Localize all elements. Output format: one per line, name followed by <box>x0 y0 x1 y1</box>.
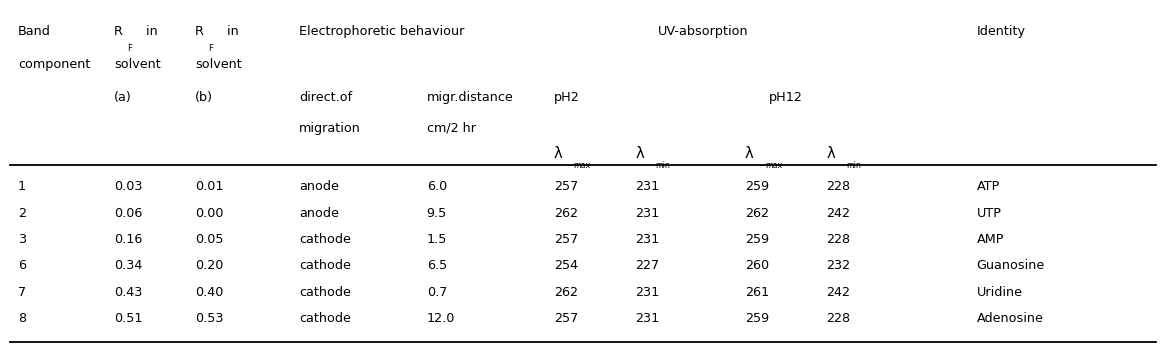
Text: solvent: solvent <box>114 58 161 71</box>
Text: min: min <box>845 161 861 170</box>
Text: 0.01: 0.01 <box>195 181 224 193</box>
Text: 259: 259 <box>745 181 770 193</box>
Text: λ: λ <box>635 146 644 161</box>
Text: Identity: Identity <box>977 25 1026 38</box>
Text: 6.0: 6.0 <box>427 181 447 193</box>
Text: 0.53: 0.53 <box>195 312 224 325</box>
Text: 257: 257 <box>554 233 578 246</box>
Text: pH12: pH12 <box>768 91 802 104</box>
Text: 0.43: 0.43 <box>114 286 142 298</box>
Text: cathode: cathode <box>300 286 351 298</box>
Text: 231: 231 <box>635 207 659 220</box>
Text: direct.of: direct.of <box>300 91 352 104</box>
Text: 231: 231 <box>635 286 659 298</box>
Text: ATP: ATP <box>977 181 1000 193</box>
Text: 242: 242 <box>826 286 850 298</box>
Text: R: R <box>114 25 124 38</box>
Text: 6.5: 6.5 <box>427 259 447 272</box>
Text: 259: 259 <box>745 312 770 325</box>
Text: cathode: cathode <box>300 233 351 246</box>
Text: 0.40: 0.40 <box>195 286 224 298</box>
Text: migration: migration <box>300 122 361 135</box>
Text: 227: 227 <box>635 259 659 272</box>
Text: 231: 231 <box>635 312 659 325</box>
Text: λ: λ <box>826 146 835 161</box>
Text: 8: 8 <box>17 312 26 325</box>
Text: 261: 261 <box>745 286 770 298</box>
Text: (a): (a) <box>114 91 132 104</box>
Text: 12.0: 12.0 <box>427 312 455 325</box>
Text: cm/2 hr: cm/2 hr <box>427 122 476 135</box>
Text: (b): (b) <box>195 91 213 104</box>
Text: in: in <box>142 25 157 38</box>
Text: 0.00: 0.00 <box>195 207 224 220</box>
Text: min: min <box>655 161 669 170</box>
Text: migr.distance: migr.distance <box>427 91 513 104</box>
Text: cathode: cathode <box>300 259 351 272</box>
Text: Electrophoretic behaviour: Electrophoretic behaviour <box>300 25 465 38</box>
Text: anode: anode <box>300 181 339 193</box>
Text: solvent: solvent <box>195 58 241 71</box>
Text: anode: anode <box>300 207 339 220</box>
Text: Uridine: Uridine <box>977 286 1023 298</box>
Text: F: F <box>208 44 213 53</box>
Text: 260: 260 <box>745 259 770 272</box>
Text: UTP: UTP <box>977 207 1002 220</box>
Text: 262: 262 <box>745 207 770 220</box>
Text: Guanosine: Guanosine <box>977 259 1045 272</box>
Text: F: F <box>127 44 132 53</box>
Text: max: max <box>765 161 782 170</box>
Text: Band: Band <box>17 25 51 38</box>
Text: 9.5: 9.5 <box>427 207 447 220</box>
Text: cathode: cathode <box>300 312 351 325</box>
Text: 231: 231 <box>635 233 659 246</box>
Text: 262: 262 <box>554 207 578 220</box>
Text: 262: 262 <box>554 286 578 298</box>
Text: 242: 242 <box>826 207 850 220</box>
Text: 0.20: 0.20 <box>195 259 224 272</box>
Text: 1: 1 <box>17 181 26 193</box>
Text: 231: 231 <box>635 181 659 193</box>
Text: 228: 228 <box>826 312 850 325</box>
Text: 254: 254 <box>554 259 578 272</box>
Text: 257: 257 <box>554 312 578 325</box>
Text: 1.5: 1.5 <box>427 233 447 246</box>
Text: 0.51: 0.51 <box>114 312 142 325</box>
Text: 259: 259 <box>745 233 770 246</box>
Text: 257: 257 <box>554 181 578 193</box>
Text: AMP: AMP <box>977 233 1004 246</box>
Text: 2: 2 <box>17 207 26 220</box>
Text: 7: 7 <box>17 286 26 298</box>
Text: 3: 3 <box>17 233 26 246</box>
Text: UV-absorption: UV-absorption <box>659 25 749 38</box>
Text: 0.03: 0.03 <box>114 181 142 193</box>
Text: pH2: pH2 <box>554 91 580 104</box>
Text: 0.34: 0.34 <box>114 259 142 272</box>
Text: 232: 232 <box>826 259 850 272</box>
Text: 228: 228 <box>826 233 850 246</box>
Text: 228: 228 <box>826 181 850 193</box>
Text: max: max <box>574 161 591 170</box>
Text: Adenosine: Adenosine <box>977 312 1044 325</box>
Text: R: R <box>195 25 204 38</box>
Text: λ: λ <box>554 146 563 161</box>
Text: 0.05: 0.05 <box>195 233 224 246</box>
Text: 0.06: 0.06 <box>114 207 142 220</box>
Text: 6: 6 <box>17 259 26 272</box>
Text: 0.16: 0.16 <box>114 233 142 246</box>
Text: component: component <box>17 58 91 71</box>
Text: λ: λ <box>745 146 754 161</box>
Text: in: in <box>223 25 239 38</box>
Text: 0.7: 0.7 <box>427 286 447 298</box>
